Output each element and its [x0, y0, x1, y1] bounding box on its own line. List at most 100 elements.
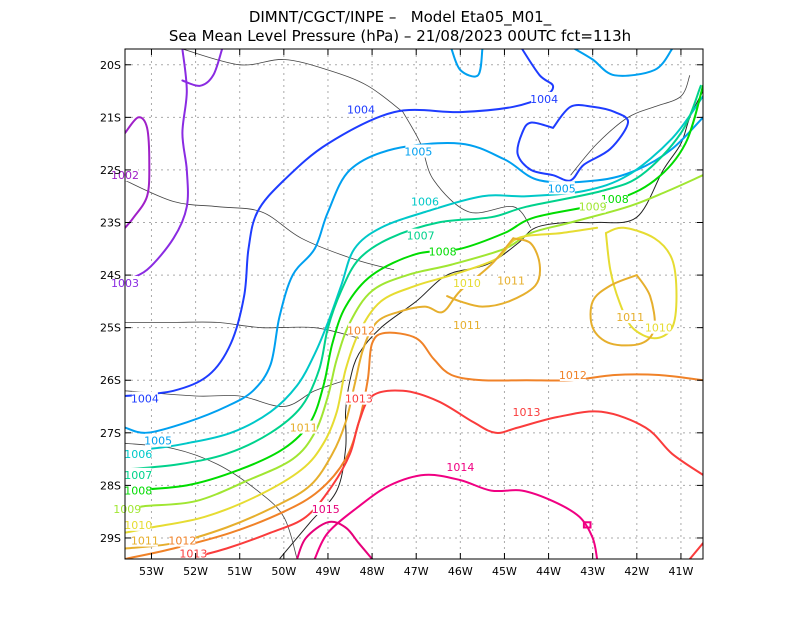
plot-frame — [124, 48, 704, 560]
isobar-1002-segment-0 — [125, 116, 151, 229]
isobar-label-bg-9 — [125, 446, 152, 460]
isobar-label-bg-12 — [429, 244, 456, 258]
x-tick-label-53W: 53W — [139, 565, 164, 578]
state-border-2 — [125, 442, 298, 559]
isobar-label-1011: 1011 — [497, 274, 525, 287]
isobar-1013-segment-21 — [688, 542, 703, 559]
isobar-label-bg-18 — [453, 275, 480, 289]
isobar-label-bg-24 — [290, 420, 317, 434]
isobar-label-bg-17 — [125, 517, 152, 531]
isobar-1011-segment-16 — [589, 274, 656, 347]
isobar-1010-segment-13 — [604, 226, 678, 340]
isobar-label-1004: 1004 — [530, 93, 558, 106]
isobar-label-bg-14 — [601, 191, 628, 205]
isobar-label-1012: 1012 — [559, 369, 587, 382]
isobar-1015-segment-20 — [296, 520, 374, 559]
x-tick-label-49W: 49W — [316, 565, 341, 578]
isobar-label-1005: 1005 — [548, 182, 576, 195]
isobar-label-bg-7 — [548, 181, 575, 195]
chart-title-line-1: DIMNT/CGCT/INPE – Model Eta05_M01_ — [248, 8, 552, 26]
state-border-1 — [125, 379, 346, 407]
isobar-label-bg-22 — [453, 318, 480, 332]
isobar-label-1012: 1012 — [168, 535, 196, 548]
y-tick-label-27S: 27S — [100, 427, 121, 440]
coastline-path — [279, 90, 703, 559]
isobar-label-bg-28 — [180, 546, 207, 560]
isobar-label-1013: 1013 — [345, 393, 373, 406]
isobar-1009-segment-11 — [125, 174, 703, 513]
isobar-label-1008: 1008 — [124, 485, 152, 498]
isobar-label-bg-5 — [405, 144, 432, 158]
isobar-label-bg-27 — [559, 367, 586, 381]
isobar-label-1012: 1012 — [347, 324, 375, 337]
chart-title-line-2: Sea Mean Level Pressure (hPa) – 21/08/20… — [168, 27, 632, 45]
isobar-labels: 1002100310041004100410051005100510061006… — [111, 91, 673, 561]
isobar-label-1006: 1006 — [411, 195, 439, 208]
x-tick-label-42W: 42W — [624, 565, 649, 578]
isobar-label-bg-16 — [579, 199, 606, 213]
isobar-1006-segment-8 — [125, 95, 703, 450]
isobar-1007-segment-9 — [125, 84, 702, 471]
isobar-label-1005: 1005 — [144, 435, 172, 448]
coastline — [279, 90, 703, 559]
isobar-label-1011: 1011 — [453, 319, 481, 332]
isobar-label-1008: 1008 — [429, 245, 457, 258]
isobar-label-1005: 1005 — [404, 146, 432, 159]
isobar-label-bg-25 — [169, 533, 196, 547]
isobar-label-bg-15 — [114, 502, 141, 516]
state-border-4 — [182, 49, 404, 113]
y-tick-label-20S: 20S — [100, 59, 121, 72]
isobar-label-1015: 1015 — [312, 503, 340, 516]
isobar-label-1008: 1008 — [601, 193, 629, 206]
isobar-label-1004: 1004 — [347, 103, 375, 116]
isobar-label-1007: 1007 — [407, 230, 435, 243]
x-tick-label-48W: 48W — [360, 565, 385, 578]
isobar-1011-segment-15 — [446, 237, 542, 308]
isobar-1004-segment-3 — [125, 49, 555, 397]
isobar-1014-closed-cell — [582, 521, 592, 529]
x-tick-label-52W: 52W — [183, 565, 208, 578]
state-border-0 — [125, 321, 359, 339]
isobar-label-1011: 1011 — [131, 535, 159, 548]
x-tick-label-44W: 44W — [536, 565, 561, 578]
y-tick-label-23S: 23S — [100, 217, 121, 230]
isobar-1014-segment-19 — [313, 473, 599, 559]
x-tick-label-50W: 50W — [271, 565, 296, 578]
x-tick-label-45W: 45W — [492, 565, 517, 578]
state-border-6 — [570, 75, 691, 176]
isobar-1005-segment-6 — [125, 116, 703, 434]
isobar-label-bg-13 — [125, 483, 152, 497]
isobar-label-1006: 1006 — [124, 448, 152, 461]
isobar-1004-segment-4 — [516, 104, 630, 182]
isobar-label-bg-6 — [145, 433, 172, 447]
y-tick-label-26S: 26S — [100, 374, 121, 387]
isobar-label-bg-4 — [131, 391, 158, 405]
isobar-label-1009: 1009 — [113, 503, 141, 516]
isobar-label-bg-21 — [498, 273, 525, 287]
x-tick-label-43W: 43W — [580, 565, 605, 578]
state-borders — [125, 49, 691, 559]
isobar-label-1010: 1010 — [645, 322, 673, 335]
isobar-label-1010: 1010 — [124, 519, 152, 532]
isobar-label-1013: 1013 — [513, 406, 541, 419]
isobar-label-1013: 1013 — [179, 548, 207, 561]
x-tick-label-46W: 46W — [448, 565, 473, 578]
isobar-label-1011: 1011 — [616, 311, 644, 324]
isobar-1005-segment-5 — [574, 49, 674, 77]
isobar-1013-segment-18 — [185, 389, 703, 559]
isobar-1011-segment-14 — [125, 237, 515, 550]
isobar-label-bg-29 — [345, 391, 372, 405]
y-tick-label-24S: 24S — [100, 269, 121, 282]
isobar-label-bg-8 — [412, 194, 439, 208]
isobar-1003-segment-2 — [181, 49, 224, 87]
x-tick-label-47W: 47W — [404, 565, 429, 578]
state-border-5 — [402, 111, 532, 229]
isobar-label-bg-2 — [348, 102, 375, 116]
y-tick-label-29S: 29S — [100, 532, 121, 545]
x-tick-label-51W: 51W — [227, 565, 252, 578]
isobar-1005-segment-7 — [450, 49, 484, 78]
isobar-label-1009: 1009 — [579, 201, 607, 214]
y-tick-label-21S: 21S — [100, 111, 121, 124]
isobar-1003-segment-1 — [125, 49, 189, 282]
isobar-label-bg-20 — [131, 533, 158, 547]
